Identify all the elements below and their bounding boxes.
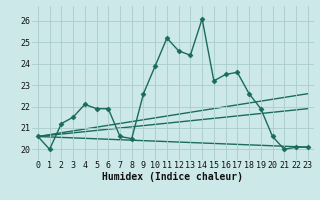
X-axis label: Humidex (Indice chaleur): Humidex (Indice chaleur) <box>102 172 243 182</box>
